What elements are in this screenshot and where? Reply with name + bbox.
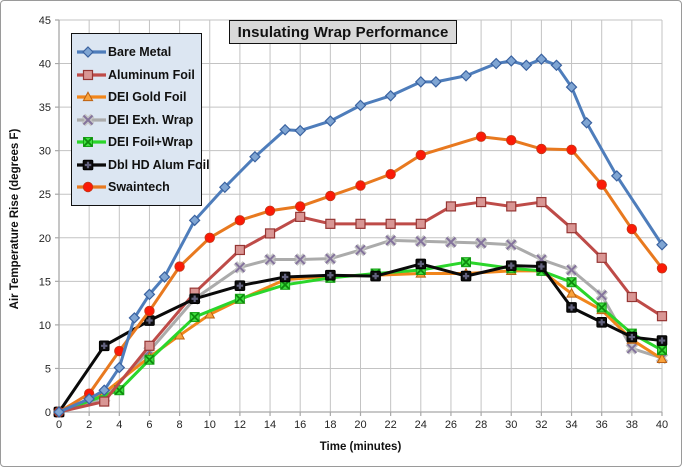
legend-marker-icon (77, 159, 106, 170)
x-tick-label: 4 (116, 419, 122, 431)
chart-legend: Bare Metal Aluminum Foil DEI Gold Foil DEI … (71, 33, 210, 206)
x-tick-label: 36 (596, 419, 608, 431)
legend-item-dei-exh-wrap: DEI Exh. Wrap (76, 109, 201, 131)
legend-marker-icon (77, 137, 106, 147)
y-tick-label: 5 (45, 363, 51, 375)
x-tick-label: 22 (385, 419, 397, 431)
legend-item-label: Dbl HD Alum Foil (108, 157, 210, 172)
series-swaintech (53, 131, 668, 418)
x-tick-label: 28 (475, 419, 487, 431)
legend-item-dei-foil-wrap: DEI Foil+Wrap (76, 131, 201, 153)
chart-title: Insulating Wrap Performance (229, 20, 457, 44)
y-tick-label: 10 (39, 320, 51, 332)
legend-item-bare-metal: Bare Metal (76, 41, 201, 63)
x-tick-label: 20 (354, 419, 366, 431)
x-tick-label: 12 (234, 419, 246, 431)
legend-item-swaintech: Swaintech (76, 176, 201, 198)
y-tick-label: 20 (39, 233, 51, 245)
x-tick-label: 16 (294, 419, 306, 431)
legend-item-label: Bare Metal (108, 45, 172, 59)
legend-item-dbl-hd-alum-foil: Dbl HD Alum Foil (76, 154, 210, 176)
x-tick-label: 0 (56, 419, 62, 431)
legend-item-label: DEI Exh. Wrap (108, 112, 194, 127)
y-tick-label: 35 (39, 102, 51, 114)
tick-labels: 0 2 4 6 8 10 12 14 16 18 20 22 24 26 28 30 32 34 36 38 40051… (39, 15, 668, 431)
legend-item-label: DEI Gold Foil (108, 90, 187, 104)
x-tick-label: 8 (177, 419, 183, 431)
legend-marker-icon (77, 181, 106, 193)
x-tick-label: 24 (415, 419, 427, 431)
legend-marker-icon (77, 46, 106, 58)
legend-item-dei-gold-foil: DEI Gold Foil (76, 86, 201, 108)
y-tick-label: 40 (39, 59, 51, 71)
y-tick-label: 30 (39, 146, 51, 158)
x-tick-label: 18 (324, 419, 336, 431)
legend-marker-icon (77, 113, 106, 126)
y-tick-label: 25 (39, 189, 51, 201)
x-tick-label: 30 (505, 419, 517, 431)
legend-item-aluminum-foil: Aluminum Foil (76, 64, 201, 86)
legend-item-label: DEI Foil+Wrap (108, 135, 193, 149)
x-tick-label: 40 (656, 419, 668, 431)
legend-marker-icon (77, 69, 106, 80)
legend-item-label: Aluminum Foil (108, 67, 195, 82)
x-tick-label: 10 (204, 419, 216, 431)
legend-item-label: Swaintech (108, 180, 170, 194)
x-tick-label: 14 (264, 419, 276, 431)
x-tick-label: 38 (626, 419, 638, 431)
x-tick-label: 26 (445, 419, 457, 431)
x-axis-title: Time (minutes) (319, 441, 402, 453)
x-tick-label: 2 (86, 419, 92, 431)
legend-marker-icon (77, 91, 106, 102)
series-dbl-hd-alum-foil (53, 258, 668, 418)
x-tick-label: 6 (146, 419, 152, 431)
y-tick-label: 15 (39, 276, 51, 288)
axes (55, 19, 663, 416)
x-tick-label: 32 (535, 419, 547, 431)
y-tick-label: 0 (45, 407, 51, 419)
y-axis-title: Air Temperature Rise (degrees F) (9, 128, 21, 310)
y-tick-label: 45 (39, 15, 51, 27)
series-bare-metal (53, 53, 668, 418)
x-tick-label: 34 (565, 419, 577, 431)
